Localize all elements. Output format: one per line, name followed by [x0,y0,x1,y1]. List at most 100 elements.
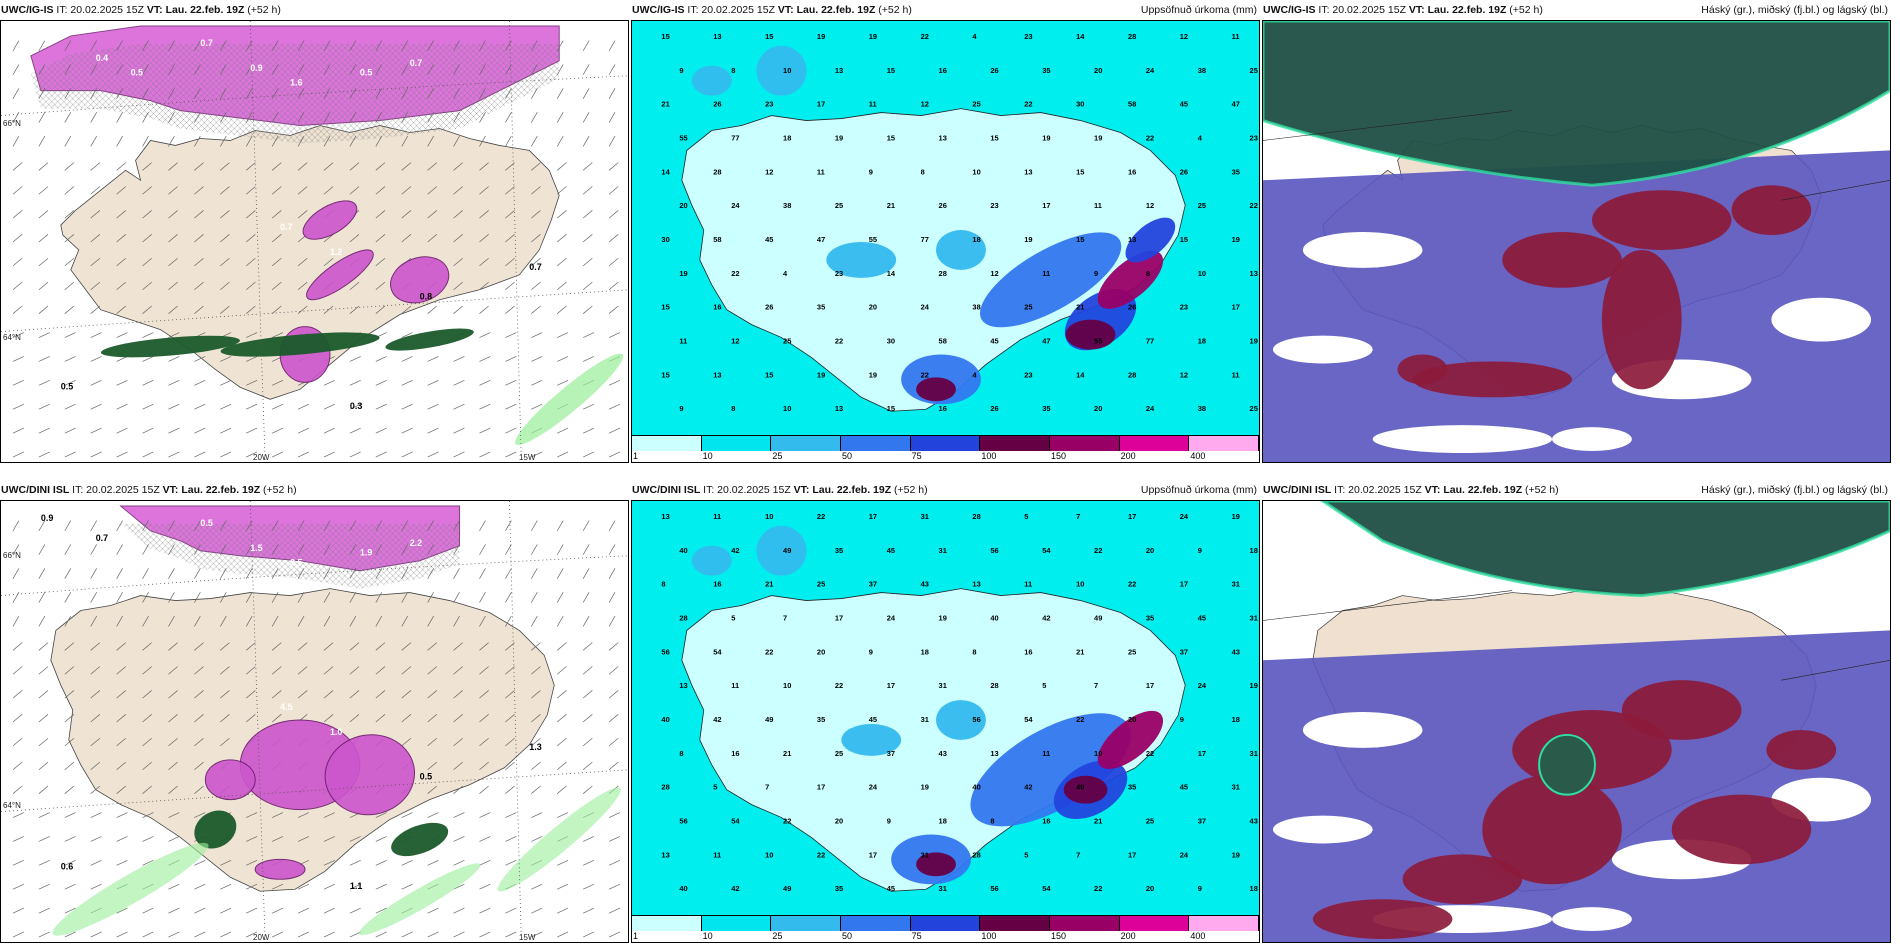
wind-barb [90,642,101,651]
precip-value-label: 38 [1198,404,1206,413]
valid-time-label: VT: [146,4,163,16]
precip-value-label: 8 [679,749,683,758]
wind-barb [582,257,593,267]
wind-barb [479,592,486,603]
precip-value-label: 31 [921,850,929,859]
precip-value-label: 4 [1198,133,1203,142]
colorbar-segment [701,436,772,451]
lon-label: 20W [253,933,270,942]
precip-value-label: 42 [731,884,739,893]
wind-barb [245,64,253,75]
colorbar-label: 50 [842,931,853,941]
wind-barb [427,642,438,651]
wind-barb [142,379,154,386]
wind-barb [12,40,20,52]
precip-value-label: 35 [1042,66,1050,75]
wind-barb [116,112,123,123]
wind-barb [219,615,227,627]
precip-value-label: 18 [1250,884,1258,893]
wind-barb [246,812,258,818]
mid-cloud-patch [1312,899,1453,940]
wind-barb [582,186,593,195]
wind-barb [12,403,24,410]
precip-value-label: 17 [1198,749,1206,758]
precip-value-label: 13 [1128,235,1136,244]
wind-barb [297,642,308,651]
wind-barb [38,568,46,579]
wind-barb [12,737,23,747]
precip-value-label: 17 [869,512,877,521]
wind-barb [219,88,227,99]
colorbar-label: 10 [702,931,713,941]
wind-barb [323,186,334,195]
lead-time: (+52 h) [1509,4,1543,16]
colorbar-segment [1119,916,1190,931]
precip-value-label: 19 [921,783,929,792]
precip-value-label: 7 [765,783,769,792]
precip-value-label: 45 [1198,613,1206,622]
precip-value-label: 18 [783,133,791,142]
precip-value-label: 12 [731,337,739,346]
wind-barb [116,64,123,75]
wind-barb [246,356,258,362]
mid-cloud-patch [1482,774,1622,885]
init-time: IT: 20.02.2025 15Z [72,484,160,496]
wind-barb [12,615,20,627]
wind-barb [12,234,23,243]
wind-barb [323,403,335,410]
wind-barb [90,785,101,794]
colorbar-label: 1 [633,451,639,461]
precip-value-label: 25 [835,201,843,210]
precip-value-label: 31 [1250,749,1258,758]
wind-barb [90,356,102,362]
precip-value-label: 24 [869,783,878,792]
wind-barb [375,859,387,866]
lat-label: 64°N [3,801,21,810]
precip-value-label: 5 [1042,681,1046,690]
wind-barb [349,112,357,123]
wind-barb [142,88,149,99]
wind-barb [427,451,439,458]
wind-barb [556,88,564,99]
wind-barb [245,305,256,314]
wind-barb [142,931,154,938]
precip-value-label: 58 [1128,100,1136,109]
mid-cloud-patch [1621,680,1742,740]
precip-value-label: 10 [783,404,791,413]
wind-barb [401,714,412,723]
wind-barb [427,690,438,699]
precip-value-label: 37 [1180,647,1188,656]
wind-barb [375,64,383,75]
wind-value-label: 0.5 [61,381,73,391]
wind-barb [271,427,284,434]
wind-barb [297,186,308,195]
precip-value-label: 31 [921,512,929,521]
wind-barb [64,836,76,842]
wind-barb [64,642,75,651]
hatch-area [30,43,560,144]
init-time: IT: 20.02.2025 15Z [56,4,144,16]
wind-barb [64,883,76,890]
wind-barb [116,812,128,818]
wind-barb [349,88,357,99]
wind-barb [246,883,258,890]
precip-value-label: 25 [1198,201,1206,210]
wind-barb [453,714,463,723]
precip-value-label: 22 [1146,749,1154,758]
wind-barb [246,332,258,338]
precip-value-label: 25 [1250,66,1258,75]
wind-value-label: 4.5 [280,702,292,712]
wind-barb [375,520,383,532]
lat-label: 66°N [3,551,21,560]
wind-barb [582,907,595,914]
wind-barb [142,520,149,532]
wind-barb [557,737,567,747]
precip-value-label: 23 [1024,32,1032,41]
wind-barb [427,666,438,675]
wind-barb [323,666,334,675]
precip-cell [1065,319,1116,350]
precip-value-label: 30 [661,235,669,244]
wind-barb [297,257,308,267]
precip-value-label: 19 [835,133,843,142]
wind-barb [453,812,465,818]
